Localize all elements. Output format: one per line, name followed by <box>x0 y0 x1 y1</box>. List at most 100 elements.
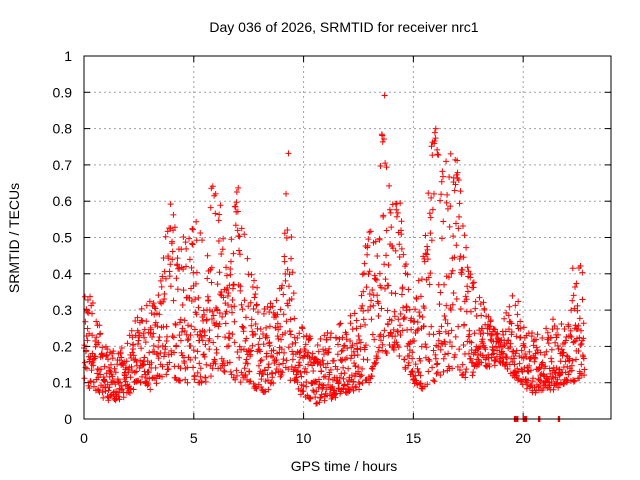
data-point <box>155 292 162 299</box>
data-point <box>454 157 461 164</box>
data-point <box>580 335 587 342</box>
data-point <box>372 360 379 367</box>
data-point <box>277 323 284 330</box>
plot-frame <box>83 55 612 420</box>
data-point <box>448 327 455 334</box>
data-point <box>247 299 254 306</box>
data-point <box>357 323 364 330</box>
data-point <box>317 362 324 369</box>
data-point <box>199 337 206 344</box>
data-point <box>327 366 334 373</box>
data-point <box>492 357 499 364</box>
data-point <box>159 373 166 380</box>
y-tick-label: 0.5 <box>53 230 73 246</box>
data-point <box>129 349 136 356</box>
data-point <box>464 283 471 290</box>
data-point <box>397 311 404 318</box>
data-point <box>209 365 216 372</box>
data-point <box>460 342 467 349</box>
data-point <box>230 281 237 288</box>
data-point <box>185 322 192 329</box>
data-point <box>90 362 97 369</box>
data-point <box>516 360 523 367</box>
data-point <box>111 365 118 372</box>
data-point <box>236 343 243 350</box>
data-point <box>203 361 210 368</box>
data-point <box>326 345 333 352</box>
data-point <box>227 271 234 278</box>
data-point <box>263 353 270 360</box>
data-point <box>296 362 303 369</box>
data-point <box>135 337 142 344</box>
data-point <box>215 323 222 330</box>
data-point <box>303 378 310 385</box>
data-point <box>422 232 429 239</box>
data-point <box>491 357 498 364</box>
data-point <box>374 253 381 260</box>
data-point <box>269 370 276 377</box>
data-point <box>405 359 412 366</box>
data-point <box>440 355 447 362</box>
data-point <box>499 354 506 361</box>
data-point <box>347 355 354 362</box>
data-point <box>555 331 562 338</box>
data-point <box>438 191 445 198</box>
data-point <box>142 339 149 346</box>
y-tick-label: 0.6 <box>53 193 73 209</box>
data-point <box>171 349 178 356</box>
data-point <box>338 348 345 355</box>
data-point <box>242 373 249 380</box>
data-point <box>434 360 441 367</box>
data-point <box>433 370 440 377</box>
data-point <box>438 323 445 330</box>
data-point <box>150 300 157 307</box>
data-point <box>211 358 218 365</box>
data-point <box>347 320 354 327</box>
data-point <box>81 359 88 366</box>
data-point <box>169 238 176 245</box>
data-point <box>568 333 575 340</box>
data-point <box>497 339 504 346</box>
data-point <box>521 365 528 372</box>
data-point <box>469 280 476 287</box>
data-point <box>447 203 454 210</box>
data-point <box>363 284 370 291</box>
data-point <box>107 361 114 368</box>
data-point <box>380 333 387 340</box>
data-point <box>362 321 369 328</box>
data-point <box>101 363 108 370</box>
data-point <box>228 371 235 378</box>
data-point <box>231 339 238 346</box>
data-point <box>417 380 424 387</box>
data-point <box>509 292 516 299</box>
data-point <box>543 375 550 382</box>
data-point <box>252 331 259 338</box>
data-point <box>95 387 102 394</box>
data-point <box>504 365 511 372</box>
data-point <box>366 290 373 297</box>
data-point <box>146 349 153 356</box>
data-point <box>290 290 297 297</box>
data-point <box>381 327 388 334</box>
data-point <box>511 355 518 362</box>
data-point <box>149 333 156 340</box>
data-point <box>569 265 576 272</box>
data-point <box>216 211 223 218</box>
data-point <box>399 327 406 334</box>
data-point <box>143 318 150 325</box>
data-point <box>201 353 208 360</box>
data-point <box>281 253 288 260</box>
data-point <box>421 258 428 265</box>
data-point <box>197 365 204 372</box>
data-point <box>234 208 241 215</box>
data-point <box>383 227 390 234</box>
data-point <box>543 348 550 355</box>
data-point <box>109 373 116 380</box>
data-point <box>539 359 546 366</box>
data-point <box>219 246 226 253</box>
data-point <box>445 350 452 357</box>
data-point <box>284 227 291 234</box>
data-point <box>335 341 342 348</box>
data-point <box>265 361 272 368</box>
data-point <box>145 369 152 376</box>
